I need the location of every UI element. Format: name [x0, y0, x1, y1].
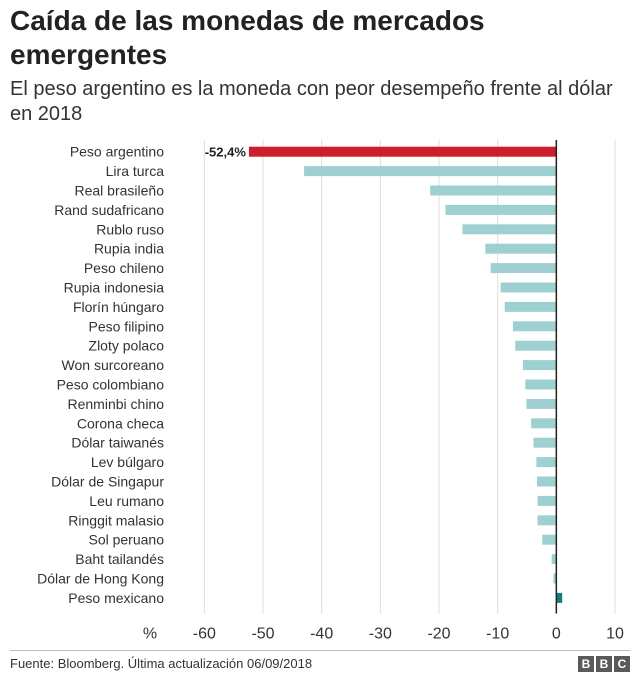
bar — [537, 495, 557, 506]
bar — [525, 379, 557, 390]
category-label: Zloty polaco — [89, 338, 165, 354]
bbc-logo: B B C — [578, 656, 630, 672]
category-label: Rand sudafricano — [54, 202, 164, 218]
bar — [542, 534, 557, 545]
bar — [490, 263, 557, 274]
bar — [462, 224, 557, 235]
x-tick-label: -20 — [427, 626, 450, 643]
category-label: Florín húngaro — [73, 299, 164, 315]
bar — [537, 515, 557, 526]
bbc-logo-letter-1: B — [578, 656, 594, 672]
x-tick-label: -30 — [369, 626, 392, 643]
bar — [248, 146, 557, 157]
category-label: Rupia india — [94, 241, 164, 257]
category-label: Corona checa — [77, 415, 164, 431]
source-note: Fuente: Bloomberg. Última actualización … — [10, 656, 313, 671]
category-label: Dólar taiwanés — [71, 435, 164, 451]
bar — [551, 554, 557, 565]
bbc-logo-letter-2: B — [596, 656, 612, 672]
bar — [445, 204, 557, 215]
x-tick-label: -40 — [310, 626, 333, 643]
x-tick-label: -10 — [486, 626, 509, 643]
x-tick-label: -50 — [251, 626, 274, 643]
x-tick-label: 10 — [606, 626, 624, 643]
bar — [526, 398, 557, 409]
bar — [500, 282, 557, 293]
x-axis-label: % — [143, 626, 157, 643]
category-label: Dólar de Singapur — [51, 474, 164, 490]
bar — [536, 457, 557, 468]
bar — [504, 301, 557, 312]
category-label: Lira turca — [106, 163, 165, 179]
bbc-logo-letter-3: C — [614, 656, 630, 672]
bar — [430, 185, 557, 196]
bar — [512, 321, 557, 332]
category-label: Sol peruano — [88, 532, 164, 548]
bar — [553, 573, 557, 584]
category-label: Ringgit malasio — [68, 512, 164, 528]
bar — [515, 340, 557, 351]
category-label: Baht tailandés — [75, 551, 164, 567]
category-label: Peso filipino — [89, 318, 165, 334]
category-label: Won surcoreano — [62, 357, 165, 373]
bar — [536, 476, 557, 487]
footer-divider — [10, 650, 630, 651]
chart-subtitle: El peso argentino es la moneda con peor … — [10, 78, 613, 125]
category-label: Rupia indonesia — [64, 280, 165, 296]
category-label: Leu rumano — [89, 493, 164, 509]
category-label: Peso colombiano — [57, 377, 165, 393]
category-label: Renminbi chino — [68, 396, 165, 412]
bar — [531, 418, 557, 429]
category-label: Peso argentino — [70, 144, 164, 160]
category-label: Peso mexicano — [68, 590, 164, 606]
bar — [522, 360, 557, 371]
category-label: Dólar de Hong Kong — [37, 571, 164, 587]
category-label: Rublo ruso — [96, 221, 164, 237]
bar — [485, 243, 557, 254]
category-label: Real brasileño — [75, 183, 165, 199]
category-label: Lev búlgaro — [91, 454, 164, 470]
data-label: -52,4% — [205, 145, 247, 160]
bar — [556, 592, 563, 603]
chart-title: Caída de las monedas de mercados emergen… — [10, 5, 485, 70]
x-tick-label: -60 — [193, 626, 216, 643]
bar-chart: -60 -50 -40 -30 -20 -10 0 10% Peso argentino Lira… — [37, 140, 624, 643]
x-tick-label: 0 — [552, 626, 561, 643]
bar — [304, 166, 557, 177]
category-label: Peso chileno — [84, 260, 164, 276]
bar — [533, 437, 557, 448]
